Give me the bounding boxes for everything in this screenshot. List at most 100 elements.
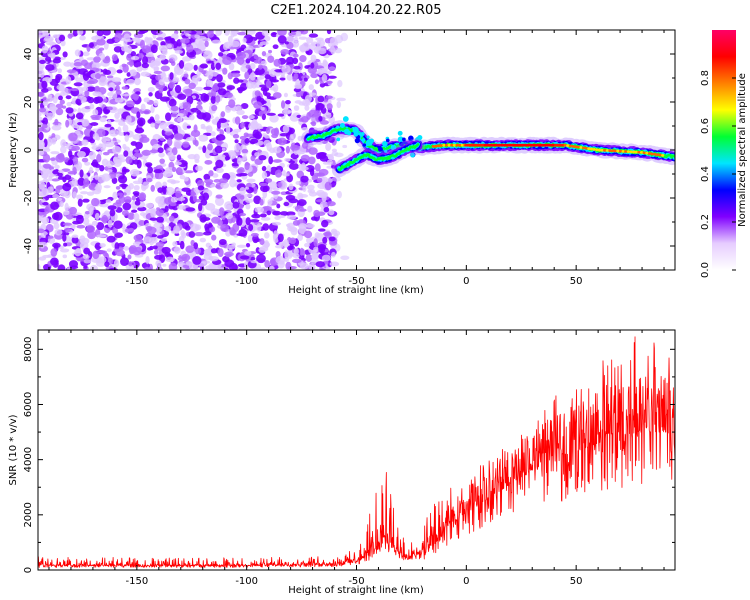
noise-blob bbox=[216, 167, 224, 174]
noise-blob bbox=[98, 76, 108, 85]
noise-blob bbox=[279, 77, 286, 81]
echo-peak bbox=[632, 150, 636, 154]
noise-blob bbox=[226, 85, 235, 90]
noise-blob bbox=[133, 184, 140, 191]
noise-blob bbox=[131, 209, 138, 213]
noise-blob bbox=[245, 242, 251, 248]
noise-blob bbox=[96, 38, 106, 46]
noise-blob bbox=[53, 222, 60, 230]
noise-blob bbox=[315, 102, 325, 111]
noise-blob bbox=[284, 250, 289, 259]
noise-blob bbox=[68, 150, 73, 158]
noise-blob bbox=[295, 92, 302, 98]
noise-blob bbox=[291, 258, 302, 264]
noise-blob bbox=[220, 111, 226, 118]
noise-blob bbox=[289, 237, 297, 245]
noise-blob bbox=[322, 232, 331, 237]
noise-blob bbox=[41, 88, 49, 93]
echo-peak bbox=[434, 144, 438, 148]
noise-blob bbox=[223, 30, 230, 36]
noise-blob bbox=[158, 152, 165, 158]
noise-blob bbox=[123, 33, 131, 42]
noise-blob bbox=[273, 58, 281, 67]
noise-blob bbox=[189, 51, 195, 56]
snr-panel: -150 -100 -50 0 50 0 2000 4000 6000 8000 Height o… bbox=[8, 329, 676, 596]
noise-blob bbox=[303, 230, 313, 239]
noise-blob bbox=[185, 260, 193, 266]
noise-blob bbox=[54, 118, 59, 127]
noise-blob bbox=[313, 246, 319, 253]
noise-blob bbox=[287, 110, 292, 114]
noise-blob bbox=[304, 98, 310, 106]
noise-blob bbox=[324, 181, 332, 191]
noise-blob bbox=[87, 230, 97, 240]
noise-blob bbox=[248, 223, 254, 232]
noise-blob bbox=[286, 73, 293, 81]
noise-blob bbox=[286, 214, 297, 220]
noise-blob bbox=[66, 101, 72, 107]
echo-peak bbox=[587, 147, 591, 151]
noise-blob bbox=[206, 30, 215, 38]
noise-blob bbox=[122, 63, 129, 73]
noise-blob bbox=[111, 177, 118, 185]
noise-blob bbox=[49, 157, 56, 162]
noise-blob bbox=[266, 142, 272, 152]
scatter-blob bbox=[354, 138, 360, 144]
noise-blob bbox=[79, 169, 84, 178]
noise-blob bbox=[265, 178, 273, 183]
noise-blob bbox=[125, 156, 133, 165]
noise-blob bbox=[240, 103, 249, 109]
noise-blob bbox=[42, 254, 52, 259]
noise-blob bbox=[204, 50, 212, 55]
spectrogram-panel: -150 -100 -50 0 50 -40 -20 0 20 40 Height of stra… bbox=[8, 29, 676, 296]
noise-blob bbox=[258, 64, 263, 70]
noise-blob bbox=[119, 183, 128, 188]
noise-blob bbox=[83, 265, 88, 269]
scatter-blob bbox=[397, 136, 404, 143]
noise-blob bbox=[52, 96, 58, 104]
x-tick-label: -50 bbox=[348, 576, 364, 587]
noise-blob bbox=[150, 59, 156, 69]
noise-blob bbox=[188, 114, 195, 121]
noise-blob bbox=[254, 206, 265, 213]
noise-blob bbox=[301, 127, 309, 131]
noise-blob bbox=[107, 169, 113, 173]
noise-blob bbox=[153, 99, 159, 107]
scatter-blob bbox=[390, 144, 397, 151]
noise-blob bbox=[214, 140, 224, 145]
noise-blob bbox=[228, 262, 238, 270]
noise-blob bbox=[232, 201, 240, 209]
noise-blob bbox=[117, 175, 128, 184]
noise-blob bbox=[146, 37, 153, 41]
noise-blob bbox=[133, 152, 142, 158]
noise-blob bbox=[280, 100, 286, 109]
noise-blob bbox=[59, 248, 70, 253]
noise-blob bbox=[154, 114, 160, 121]
noise-blob bbox=[186, 43, 194, 53]
noise-blob bbox=[262, 223, 270, 231]
noise-blob bbox=[313, 238, 318, 247]
noise-blob bbox=[154, 58, 162, 67]
noise-blob bbox=[146, 226, 157, 235]
noise-blob bbox=[280, 48, 290, 55]
noise-blob bbox=[230, 40, 240, 48]
noise-blob bbox=[176, 116, 183, 123]
spectrogram-heatmap bbox=[38, 30, 675, 270]
snr-series-line bbox=[38, 336, 675, 568]
noise-blob bbox=[272, 44, 279, 50]
noise-blob bbox=[170, 105, 179, 112]
noise-blob bbox=[271, 221, 282, 226]
noise-blob bbox=[107, 92, 114, 97]
echo-peak bbox=[458, 143, 462, 147]
noise-blob bbox=[314, 163, 321, 172]
noise-blob bbox=[316, 189, 325, 197]
noise-blob bbox=[289, 162, 299, 170]
noise-blob bbox=[207, 245, 213, 255]
noise-blob bbox=[259, 198, 264, 206]
noise-blob bbox=[157, 187, 164, 194]
noise-blob bbox=[183, 176, 189, 182]
y-tick-label: 20 bbox=[23, 96, 34, 109]
noise-blob bbox=[64, 174, 72, 181]
noise-blob bbox=[199, 63, 208, 69]
noise-blob bbox=[141, 181, 149, 190]
